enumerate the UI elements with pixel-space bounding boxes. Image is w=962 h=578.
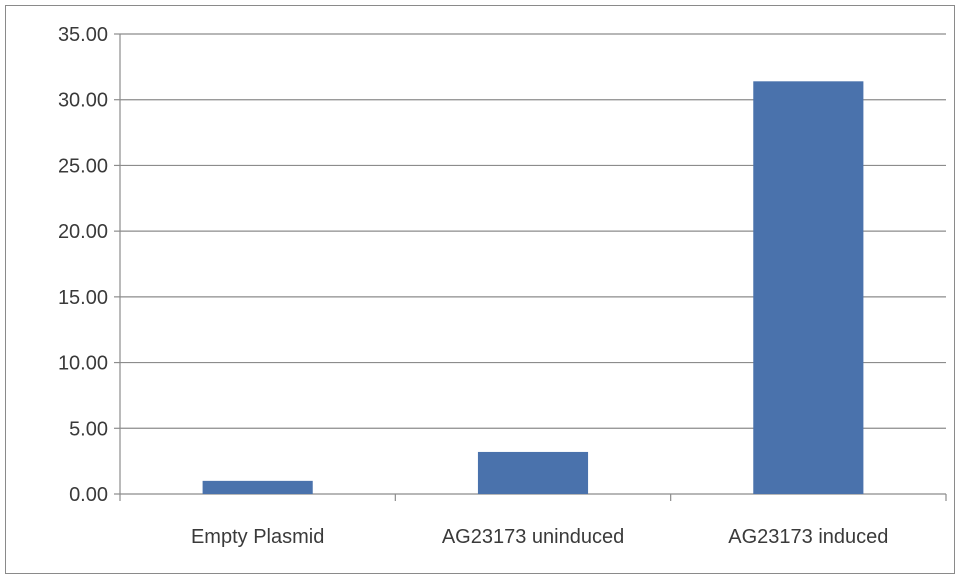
y-tick-label: 15.00 bbox=[58, 287, 108, 309]
y-tick-label: 25.00 bbox=[58, 155, 108, 177]
bar bbox=[477, 451, 589, 494]
y-tick-label: 10.00 bbox=[58, 353, 108, 375]
x-tick-label: Empty Plasmid bbox=[191, 526, 324, 548]
y-tick-label: 5.00 bbox=[69, 418, 108, 440]
y-tick-label: 0.00 bbox=[69, 484, 108, 506]
bars bbox=[202, 81, 864, 495]
x-tick-labels: Empty Plasmid AG23173 uninduced AG23173 in… bbox=[191, 526, 888, 548]
bar bbox=[753, 81, 864, 495]
x-tick-label: AG23173 uninduced bbox=[442, 526, 624, 548]
bar bbox=[202, 480, 313, 494]
y-tick-label: 20.00 bbox=[58, 221, 108, 243]
y-tick-label: 30.00 bbox=[58, 90, 108, 112]
x-tick-label: AG23173 induced bbox=[728, 526, 888, 548]
y-tick-label: 35.00 bbox=[58, 24, 108, 46]
y-tick-labels: 0.00 5.00 10.00 15.00 20.00 25.00 30.00 35.00 bbox=[58, 24, 108, 506]
